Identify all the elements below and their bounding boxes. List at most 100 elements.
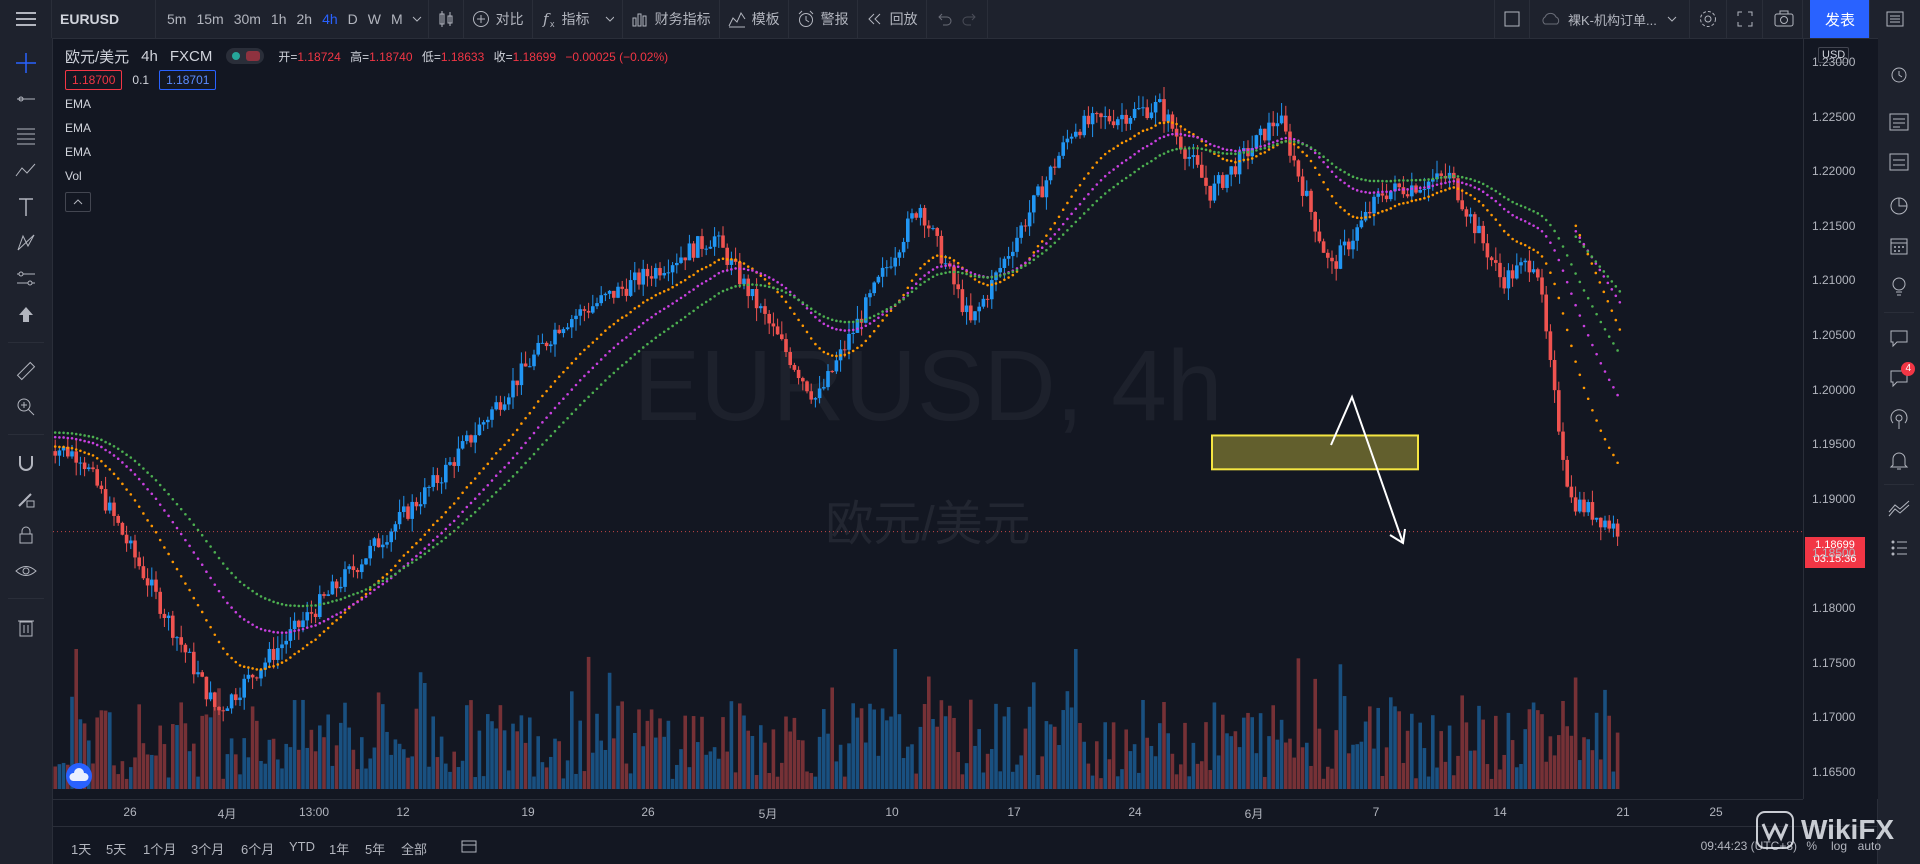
chevron-down-icon[interactable] — [412, 14, 422, 24]
chart-pane[interactable]: EURUSD, 4h 欧元/美元 — [53, 39, 1803, 799]
ema-fast-point — [763, 278, 767, 281]
price-axis[interactable]: USD 1.18699 03:15:36 1.23000 1.22500 1.220… — [1803, 39, 1878, 799]
timeframe-2h[interactable]: 2h — [296, 11, 313, 27]
calendar-grid-button[interactable] — [1878, 228, 1920, 264]
price-chart[interactable] — [53, 39, 1803, 799]
streams-button[interactable] — [1878, 402, 1920, 438]
volume-bar — [540, 762, 545, 789]
redo-icon[interactable] — [961, 10, 979, 28]
ema-slow-point — [688, 312, 691, 315]
fib-tool[interactable] — [0, 120, 52, 150]
ema-slow-point — [1553, 229, 1556, 233]
range-6[interactable]: 1年 — [329, 842, 350, 857]
symbol-title[interactable]: 欧元/美元 — [65, 48, 130, 66]
ema-fast-point — [503, 443, 506, 447]
fullscreen-button[interactable] — [1728, 0, 1763, 38]
visibility-tool[interactable] — [0, 556, 52, 586]
candle-body — [330, 581, 335, 595]
compare-button[interactable]: 对比 — [464, 0, 533, 38]
zoom-tool[interactable] — [0, 392, 52, 422]
menu-button[interactable] — [0, 0, 52, 38]
xabcd-tool[interactable] — [0, 228, 52, 258]
trading-panel-button[interactable] — [1878, 490, 1920, 526]
draw-mode-tool[interactable] — [0, 484, 52, 514]
ema-fast-point — [692, 273, 695, 277]
dom-button[interactable] — [1878, 530, 1920, 566]
alerts-bell-button[interactable] — [1878, 442, 1920, 478]
clock[interactable]: 09:44:23 (UTC+8) — [1700, 839, 1797, 853]
layout-selector[interactable]: 裸K-机构订单... — [1532, 0, 1690, 38]
market-status-toggle[interactable] — [226, 48, 265, 64]
timeframe-4h[interactable]: 4h — [322, 11, 338, 27]
timeframe-1h[interactable]: 1h — [270, 11, 287, 27]
arrow-up-tool[interactable] — [0, 300, 52, 330]
sell-button[interactable]: 1.18700 — [65, 70, 123, 90]
range-7[interactable]: 5年 — [365, 842, 386, 857]
lock-tool[interactable] — [0, 520, 52, 550]
time-axis[interactable]: 26 4月 13:00 12 19 26 5月 10 17 24 6月 7 14 21 25 — [53, 799, 1803, 826]
range-3[interactable]: 3个月 — [191, 842, 225, 857]
log-toggle[interactable]: log — [1830, 839, 1847, 853]
data-window-button[interactable] — [1878, 104, 1920, 140]
publish-button[interactable]: 发表 — [1810, 0, 1870, 38]
range-8[interactable]: 全部 — [401, 842, 428, 857]
ema-slow-point — [79, 433, 82, 436]
ideas-button[interactable] — [1878, 268, 1920, 304]
snapshot-button[interactable] — [1766, 0, 1803, 38]
indicator-vol[interactable]: Vol — [65, 169, 82, 183]
range-0[interactable]: 1天 — [71, 842, 92, 857]
pattern-tool[interactable] — [0, 156, 52, 186]
templates-button[interactable]: 模板 — [720, 0, 789, 38]
candle-body — [1603, 520, 1607, 528]
financials-button[interactable]: 财务指标 — [623, 0, 720, 38]
indicator-ema-1[interactable]: EMA — [65, 97, 92, 111]
chat-button[interactable] — [1878, 320, 1920, 356]
replay-button[interactable]: 回放 — [858, 0, 927, 38]
timeframe-15m[interactable]: 15m — [196, 11, 224, 27]
forecast-tool[interactable] — [0, 264, 52, 294]
candle-body — [956, 284, 960, 290]
range-5[interactable]: YTD — [289, 839, 315, 854]
buy-button[interactable]: 1.18701 — [159, 70, 217, 90]
currency-label[interactable]: USD — [1818, 47, 1850, 63]
hotlist-button[interactable] — [1878, 188, 1920, 224]
remove-drawings-tool[interactable] — [0, 612, 52, 642]
range-2[interactable]: 1个月 — [143, 842, 177, 857]
indicator-ema-3[interactable]: EMA — [65, 145, 92, 159]
layout-square-button[interactable] — [1494, 0, 1530, 38]
auto-toggle[interactable]: auto — [1857, 839, 1881, 853]
timeframe-30m[interactable]: 30m — [233, 11, 261, 27]
symbol-search[interactable]: EURUSD — [52, 0, 156, 38]
timeframe-5m[interactable]: 5m — [167, 11, 187, 27]
ema-slow-point — [973, 274, 977, 278]
goto-date-icon[interactable] — [460, 838, 478, 854]
ema-projection-point — [1618, 328, 1622, 331]
right-panel-menu[interactable] — [1869, 0, 1920, 38]
settings-button[interactable] — [1690, 0, 1727, 38]
timeframe-W[interactable]: W — [367, 11, 381, 27]
timeframe-M[interactable]: M — [391, 11, 403, 27]
ema-slow-point — [1444, 175, 1447, 179]
calendar-button[interactable] — [1878, 144, 1920, 180]
volume-bar — [183, 723, 188, 789]
chart-type-button[interactable] — [429, 0, 464, 38]
magnet-tool[interactable] — [0, 448, 52, 478]
tradingview-logo[interactable] — [66, 763, 92, 789]
notifications-button[interactable]: 4 — [1878, 360, 1920, 396]
indicator-ema-2[interactable]: EMA — [65, 121, 92, 135]
trendline-tool[interactable] — [0, 84, 52, 114]
range-1[interactable]: 5天 — [106, 842, 127, 857]
percent-toggle[interactable]: % — [1806, 839, 1817, 853]
watchlist-button[interactable] — [1878, 56, 1920, 92]
range-4[interactable]: 6个月 — [241, 842, 275, 857]
text-tool[interactable] — [0, 192, 52, 222]
ema-slow-point — [595, 387, 599, 391]
ruler-tool[interactable] — [0, 356, 52, 386]
alert-button[interactable]: 警报 — [789, 0, 858, 38]
collapse-legend-button[interactable] — [65, 192, 91, 212]
undo-icon[interactable] — [935, 10, 953, 28]
ema-mid-point — [1355, 189, 1359, 192]
crosshair-tool[interactable] — [0, 48, 52, 78]
timeframe-D[interactable]: D — [347, 11, 358, 27]
